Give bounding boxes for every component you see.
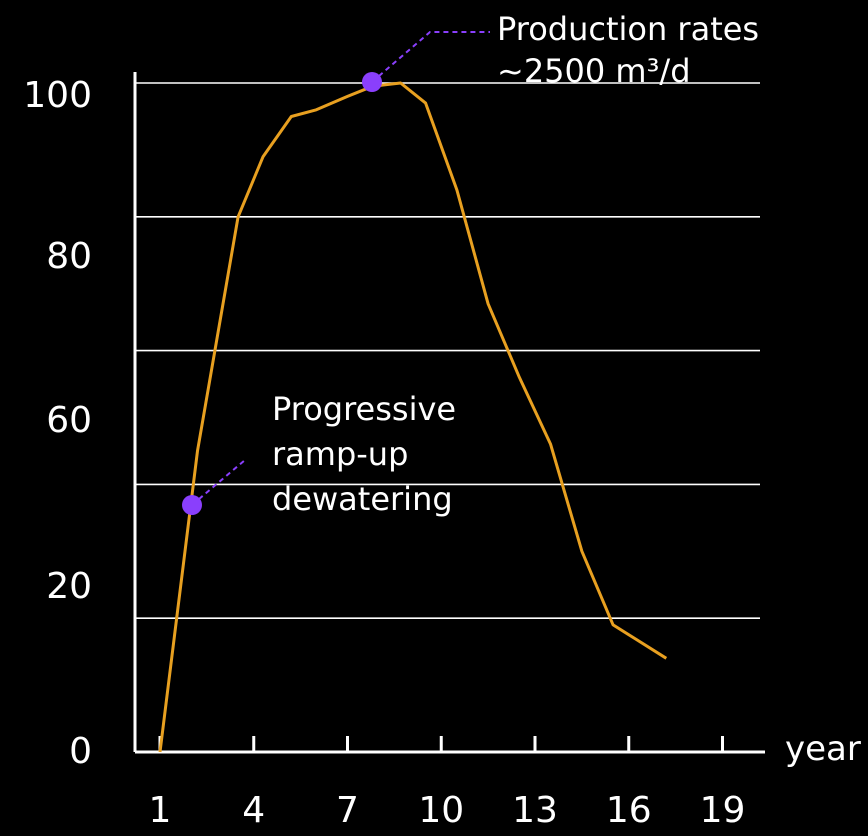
series-lines [158, 81, 668, 753]
annotation-text: Production rates [497, 10, 759, 48]
x-tick-label: 16 [606, 790, 652, 831]
annotation-leader [191, 459, 246, 506]
production-line [158, 81, 668, 753]
annotation-text: ramp-up [272, 435, 408, 473]
y-tick-label: 60 [46, 400, 92, 441]
annotation-text: Progressive [272, 390, 456, 428]
y-tick-label: 80 [46, 236, 92, 277]
annotation-text: dewatering [272, 480, 453, 518]
annotation-marker [362, 72, 382, 92]
annotations: Production rates ~2500 m³/d Progressive ram… [182, 10, 759, 518]
y-tick-label: 100 [23, 75, 92, 116]
axes [133, 72, 765, 754]
x-tick-label: 10 [418, 790, 464, 831]
x-tick-label: 13 [512, 790, 558, 831]
annotation-leader [371, 31, 490, 83]
y-tick-label: 0 [69, 731, 92, 772]
x-axis-unit-label: year [785, 729, 861, 769]
y-tick-label: 20 [46, 566, 92, 607]
x-tick-label: 7 [336, 790, 359, 831]
annotation-text: ~2500 m³/d [497, 52, 691, 90]
annotation-marker [182, 495, 202, 515]
x-tick-label: 4 [242, 790, 265, 831]
x-tick-label: 1 [149, 790, 172, 831]
tick-labels: 1 4 7 10 13 16 19 0 20 60 80 100 year [23, 75, 861, 831]
x-tick-label: 19 [700, 790, 746, 831]
